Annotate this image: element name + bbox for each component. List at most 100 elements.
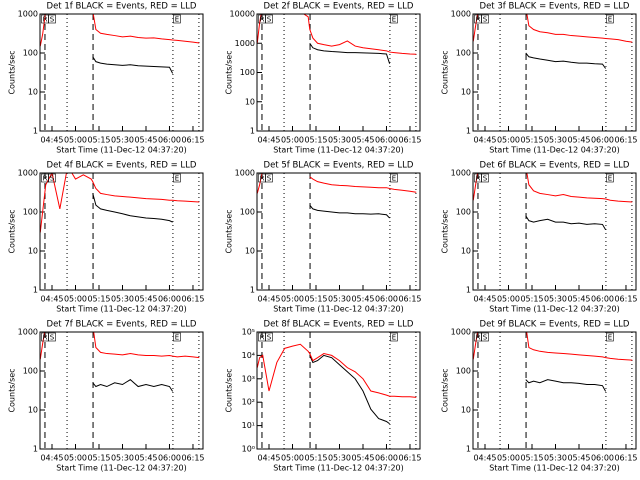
- x-tick-label: 04:45: [473, 136, 496, 145]
- y-tick-label: 10: [461, 406, 471, 415]
- annotation: R: [476, 175, 481, 183]
- x-axis-label: Start Time (11-Dec-12 04:37:20): [273, 305, 404, 314]
- y-tick-label: 1: [466, 445, 471, 454]
- panel-title: Det 8f BLACK = Events, RED = LLD: [264, 320, 414, 330]
- x-tick-label: 05:45: [134, 454, 157, 463]
- series-line: [525, 379, 607, 392]
- x-tick-label: 05:00: [281, 295, 304, 304]
- annotation-box: [390, 14, 398, 24]
- annotation: R: [43, 334, 48, 342]
- x-tick-label: 06:15: [398, 295, 421, 304]
- x-axis-label: Start Time (11-Dec-12 04:37:20): [489, 146, 620, 155]
- panel: Det 5f BLACK = Events, RED = LLD Start Ti…: [225, 161, 422, 314]
- annotation: S: [267, 16, 272, 24]
- annotation-box: [173, 332, 181, 342]
- x-tick-label: 05:00: [281, 454, 304, 463]
- annotation-box: [265, 332, 273, 342]
- x-tick-label: 05:45: [134, 136, 157, 145]
- x-tick-label: 05:00: [64, 454, 87, 463]
- y-tick-label: 100: [23, 367, 38, 376]
- y-tick-label: 1000: [18, 328, 38, 337]
- x-tick-label: 05:15: [87, 295, 110, 304]
- annotation-box: [173, 173, 181, 183]
- series-line: [525, 215, 607, 231]
- annotation-box: [606, 14, 614, 24]
- plot-frame: [39, 331, 204, 450]
- annotation-box: [390, 332, 398, 342]
- x-tick-label: 05:15: [520, 295, 543, 304]
- y-tick-label: 1: [466, 127, 471, 136]
- y-axis-label: Counts/sec: [225, 50, 234, 94]
- x-tick-label: 06:15: [181, 454, 204, 463]
- x-tick-label: 06:00: [375, 454, 398, 463]
- annotation: S: [50, 175, 55, 183]
- annotation: S: [483, 16, 488, 24]
- y-tick-label: 10: [28, 406, 38, 415]
- y-tick-label: 100: [456, 367, 471, 376]
- panel-title: Det 4f BLACK = Events, RED = LLD: [47, 161, 197, 171]
- x-tick-label: 05:45: [134, 295, 157, 304]
- annotation-box: [265, 173, 273, 183]
- x-tick-label: 04:45: [473, 454, 496, 463]
- x-tick-label: 04:45: [257, 454, 280, 463]
- panel-title: Det 9f BLACK = Events, RED = LLD: [480, 320, 630, 330]
- annotation: R: [260, 175, 265, 183]
- plot-area: [40, 332, 200, 449]
- x-tick-label: 05:45: [567, 295, 590, 304]
- x-axis-label: Start Time (11-Dec-12 04:37:20): [56, 146, 187, 155]
- plot-area: [473, 14, 633, 131]
- plot-area: [257, 14, 417, 131]
- plot-area: [257, 332, 417, 449]
- annotation-box: [173, 14, 181, 24]
- plot-area: [473, 332, 633, 449]
- plot-area: [40, 14, 200, 131]
- panel-title: Det 7f BLACK = Events, RED = LLD: [47, 320, 197, 330]
- y-tick-label: 10⁰: [242, 445, 255, 454]
- plot-frame: [256, 331, 421, 450]
- y-axis-label: Counts/sec: [8, 50, 17, 94]
- annotation: S: [50, 334, 55, 342]
- plot-frame: [472, 13, 637, 132]
- y-tick-label: 10: [28, 88, 38, 97]
- x-tick-label: 06:15: [181, 136, 204, 145]
- annotation-box: [481, 14, 489, 24]
- y-tick-label: 1000: [18, 169, 38, 178]
- y-tick-label: 100: [240, 208, 255, 217]
- x-axis-label: Start Time (11-Dec-12 04:37:20): [489, 464, 620, 473]
- series-line: [309, 42, 391, 64]
- series-line: [473, 332, 633, 361]
- x-tick-label: 06:00: [591, 295, 614, 304]
- x-tick-label: 06:00: [158, 136, 181, 145]
- plot-frame: [39, 13, 204, 132]
- annotation-box: [606, 173, 614, 183]
- panel: Det 9f BLACK = Events, RED = LLD Start Ti…: [441, 320, 638, 473]
- plot-area: [473, 173, 633, 290]
- x-tick-label: 05:00: [497, 136, 520, 145]
- y-tick-label: 100: [23, 208, 38, 217]
- x-tick-label: 05:00: [497, 454, 520, 463]
- annotation-box: [481, 173, 489, 183]
- annotation-box: [48, 173, 56, 183]
- y-axis-label: Counts/sec: [225, 209, 234, 253]
- plot-frame: [256, 13, 421, 132]
- annotation: E: [392, 334, 396, 342]
- x-tick-label: 04:45: [40, 454, 63, 463]
- y-tick-label: 10: [28, 247, 38, 256]
- x-tick-label: 05:00: [64, 136, 87, 145]
- x-tick-label: 05:30: [111, 295, 134, 304]
- x-axis-label: Start Time (11-Dec-12 04:37:20): [273, 146, 404, 155]
- annotation: R: [260, 16, 265, 24]
- x-tick-label: 05:30: [544, 136, 567, 145]
- y-tick-label: 1000: [451, 169, 471, 178]
- panel-title: Det 6f BLACK = Events, RED = LLD: [480, 161, 630, 171]
- panel: Det 8f BLACK = Events, RED = LLD Start Ti…: [225, 320, 422, 473]
- x-tick-label: 04:45: [40, 136, 63, 145]
- annotation: E: [175, 175, 179, 183]
- annotation-box: [481, 332, 489, 342]
- y-axis-label: Counts/sec: [8, 209, 17, 253]
- annotation: E: [175, 16, 179, 24]
- x-tick-label: 06:00: [375, 136, 398, 145]
- annotation: E: [392, 16, 396, 24]
- y-tick-label: 1: [250, 286, 255, 295]
- x-axis-label: Start Time (11-Dec-12 04:37:20): [273, 464, 404, 473]
